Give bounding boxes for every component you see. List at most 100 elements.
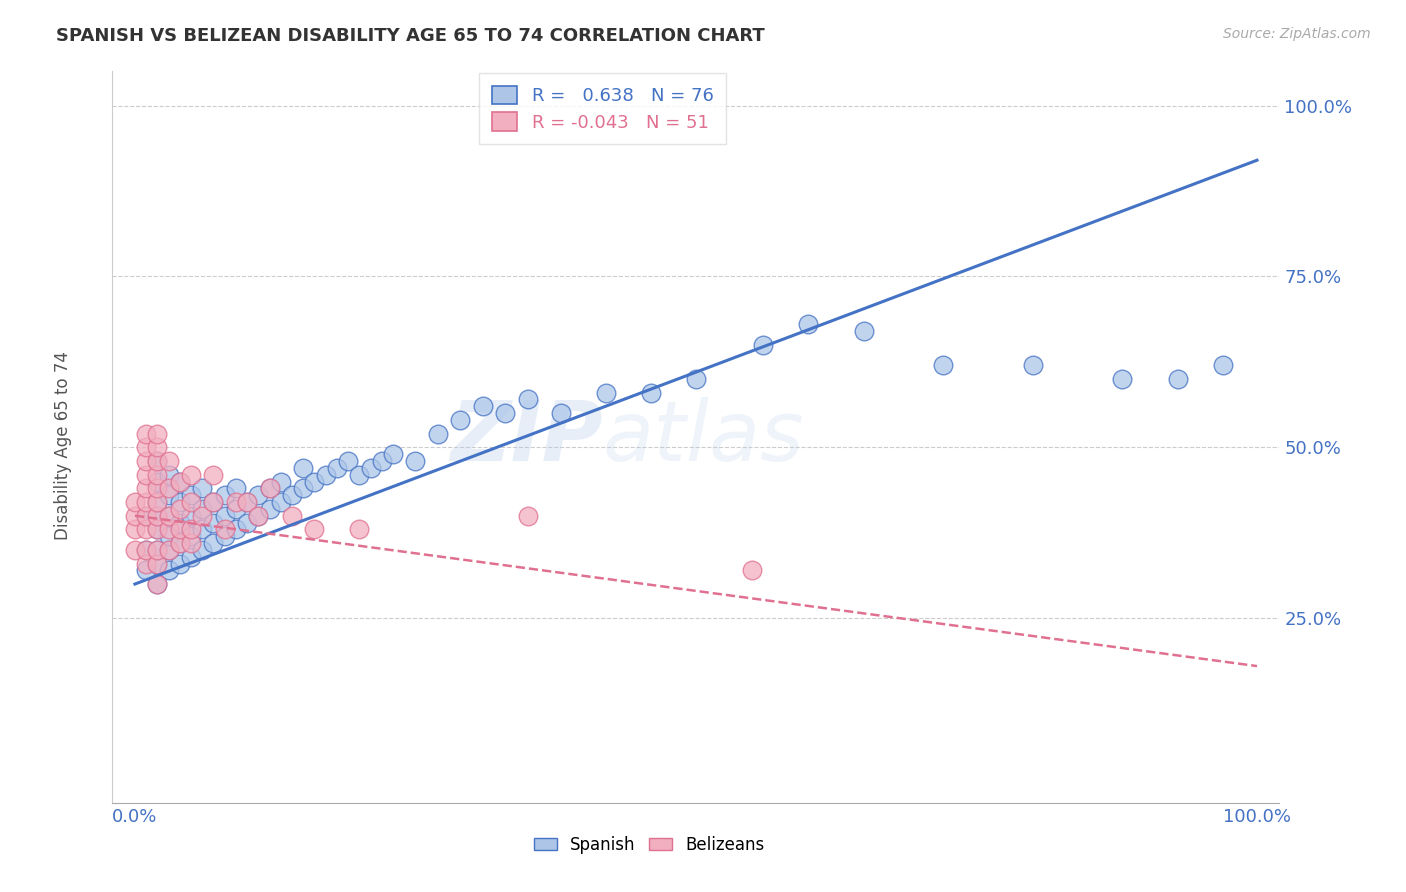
Point — [1111, 372, 1133, 386]
Point — [270, 495, 292, 509]
Point — [135, 563, 157, 577]
Point — [135, 495, 157, 509]
Point — [169, 475, 191, 489]
Point — [236, 495, 259, 509]
Point — [214, 522, 236, 536]
Point — [214, 488, 236, 502]
Point — [124, 495, 146, 509]
Point — [157, 488, 180, 502]
Point — [315, 467, 337, 482]
Point — [191, 481, 214, 495]
Point — [146, 522, 169, 536]
Point — [214, 529, 236, 543]
Point — [595, 385, 617, 400]
Point — [135, 508, 157, 523]
Point — [225, 522, 247, 536]
Point — [157, 481, 180, 495]
Point — [259, 481, 281, 495]
Point — [516, 392, 538, 407]
Point — [157, 542, 180, 557]
Point — [124, 542, 146, 557]
Point — [191, 522, 214, 536]
Point — [214, 508, 236, 523]
Point — [135, 557, 157, 571]
Point — [169, 501, 191, 516]
Point — [157, 454, 180, 468]
Point — [292, 481, 315, 495]
Point — [180, 488, 202, 502]
Point — [259, 481, 281, 495]
Point — [550, 406, 572, 420]
Point — [337, 454, 360, 468]
Point — [360, 460, 382, 475]
Point — [169, 495, 191, 509]
Point — [180, 495, 202, 509]
Point — [259, 501, 281, 516]
Point — [135, 481, 157, 495]
Point — [741, 563, 763, 577]
Point — [157, 467, 180, 482]
Point — [135, 542, 157, 557]
Point — [202, 536, 225, 550]
Point — [146, 454, 169, 468]
Point — [349, 467, 371, 482]
Point — [124, 508, 146, 523]
Point — [426, 426, 449, 441]
Point — [225, 501, 247, 516]
Point — [281, 508, 304, 523]
Point — [304, 522, 326, 536]
Point — [191, 542, 214, 557]
Point — [146, 577, 169, 591]
Point — [146, 557, 169, 571]
Point — [449, 413, 471, 427]
Point — [135, 508, 157, 523]
Point — [169, 516, 191, 530]
Point — [135, 440, 157, 454]
Point — [146, 542, 169, 557]
Point — [1167, 372, 1189, 386]
Point — [157, 542, 180, 557]
Text: atlas: atlas — [603, 397, 804, 477]
Point — [932, 359, 955, 373]
Point — [371, 454, 394, 468]
Point — [157, 563, 180, 577]
Point — [180, 529, 202, 543]
Point — [146, 557, 169, 571]
Point — [169, 475, 191, 489]
Text: SPANISH VS BELIZEAN DISABILITY AGE 65 TO 74 CORRELATION CHART: SPANISH VS BELIZEAN DISABILITY AGE 65 TO… — [56, 27, 765, 45]
Point — [853, 324, 876, 338]
Point — [225, 481, 247, 495]
Point — [1021, 359, 1043, 373]
Point — [304, 475, 326, 489]
Point — [146, 522, 169, 536]
Point — [180, 549, 202, 564]
Point — [202, 467, 225, 482]
Point — [516, 508, 538, 523]
Point — [157, 508, 180, 523]
Point — [146, 426, 169, 441]
Point — [180, 522, 202, 536]
Point — [135, 542, 157, 557]
Point — [180, 508, 202, 523]
Point — [180, 536, 202, 550]
Point — [146, 577, 169, 591]
Point — [146, 508, 169, 523]
Point — [146, 454, 169, 468]
Point — [157, 529, 180, 543]
Point — [169, 536, 191, 550]
Point — [797, 318, 820, 332]
Point — [685, 372, 707, 386]
Point — [146, 481, 169, 495]
Legend: Spanish, Belizeans: Spanish, Belizeans — [527, 829, 772, 860]
Point — [471, 400, 494, 414]
Point — [146, 495, 169, 509]
Point — [124, 522, 146, 536]
Point — [202, 495, 225, 509]
Point — [146, 508, 169, 523]
Point — [169, 536, 191, 550]
Point — [169, 557, 191, 571]
Point — [202, 495, 225, 509]
Point — [225, 495, 247, 509]
Point — [281, 488, 304, 502]
Text: Disability Age 65 to 74: Disability Age 65 to 74 — [55, 351, 72, 541]
